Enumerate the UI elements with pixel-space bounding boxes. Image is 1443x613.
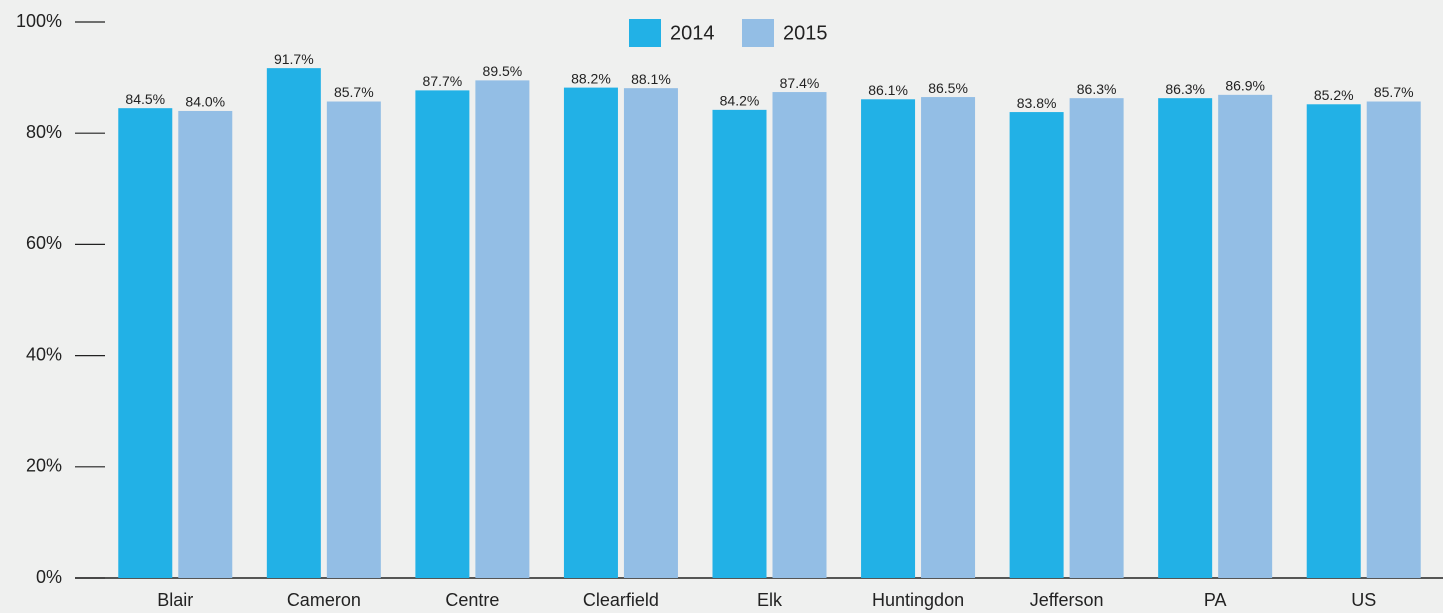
value-label: 85.7% [1374, 84, 1414, 100]
bar [712, 109, 767, 579]
bar [1366, 101, 1421, 579]
x-tick-label: Clearfield [583, 590, 659, 610]
value-label: 86.1% [868, 82, 908, 98]
y-tick-label: 100% [16, 11, 62, 31]
bar [1009, 112, 1064, 579]
y-tick-label: 20% [26, 456, 62, 476]
bar [1306, 104, 1361, 579]
value-label: 91.7% [274, 51, 314, 67]
bar [415, 90, 470, 578]
bar [623, 88, 678, 578]
legend-label: 2015 [783, 22, 828, 44]
y-tick-label: 80% [26, 122, 62, 142]
x-tick-label: Jefferson [1030, 590, 1104, 610]
value-label: 85.7% [334, 84, 374, 100]
bar [1069, 98, 1124, 578]
bar [178, 110, 233, 579]
value-label: 84.0% [185, 94, 225, 110]
value-label: 89.5% [483, 63, 523, 79]
value-label: 87.7% [423, 73, 463, 89]
legend-swatch [742, 19, 774, 47]
x-tick-label: Cameron [287, 590, 361, 610]
value-label: 88.2% [571, 70, 611, 86]
bar [118, 108, 173, 579]
bar [475, 80, 530, 578]
x-tick-label: Elk [757, 590, 783, 610]
value-label: 86.5% [928, 80, 968, 96]
bar [266, 68, 321, 578]
x-tick-label: PA [1204, 590, 1227, 610]
value-label: 84.2% [720, 93, 760, 109]
bar [1218, 94, 1273, 578]
value-label: 86.9% [1225, 78, 1265, 94]
value-label: 87.4% [780, 75, 820, 91]
value-label: 88.1% [631, 71, 671, 87]
x-tick-label: Huntingdon [872, 590, 964, 610]
bar [772, 92, 827, 578]
bar [1158, 98, 1213, 578]
bar [563, 87, 618, 578]
y-tick-label: 0% [36, 567, 62, 587]
y-tick-label: 60% [26, 233, 62, 253]
x-tick-label: Blair [157, 590, 193, 610]
y-tick-label: 40% [26, 344, 62, 364]
value-label: 86.3% [1165, 81, 1205, 97]
value-label: 83.8% [1017, 95, 1057, 111]
x-tick-label: Centre [445, 590, 499, 610]
value-label: 85.2% [1314, 87, 1354, 103]
legend-swatch [629, 19, 661, 47]
bar [921, 97, 976, 578]
x-tick-label: US [1351, 590, 1376, 610]
legend-label: 2014 [670, 22, 715, 44]
bar [861, 99, 916, 578]
value-label: 86.3% [1077, 81, 1117, 97]
bar [326, 101, 381, 579]
value-label: 84.5% [125, 91, 165, 107]
